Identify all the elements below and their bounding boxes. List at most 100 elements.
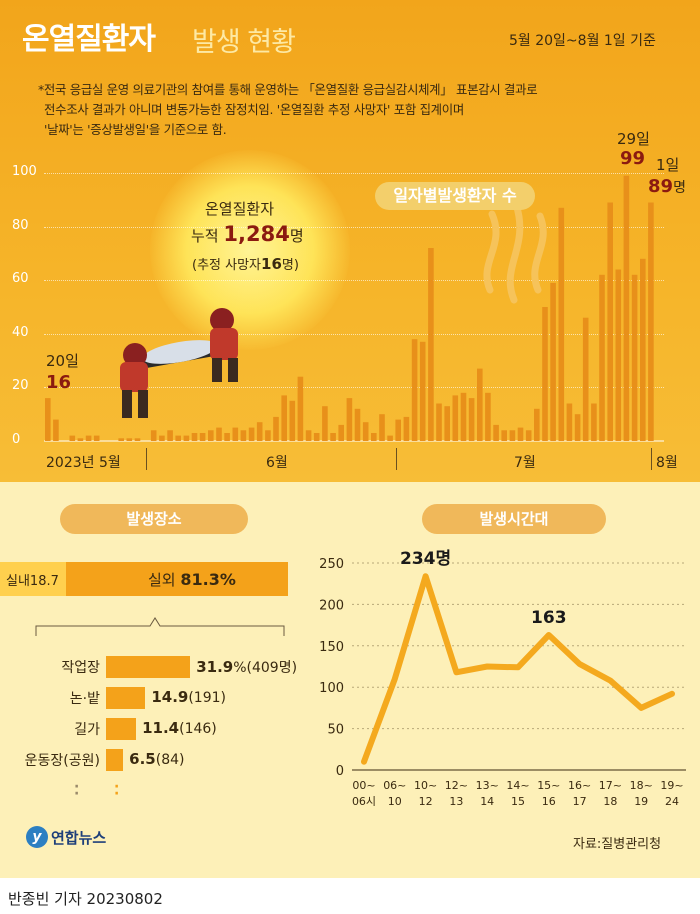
time-x-tick: 13 [449, 795, 463, 808]
month-label-may: 2023년 5월 [46, 455, 121, 471]
daily-bar [346, 398, 353, 441]
month-label-jun: 6월 [266, 455, 288, 471]
time-y-tick: 200 [319, 598, 344, 613]
daily-bar [615, 269, 622, 441]
place-category-label: 작업장 [61, 660, 100, 676]
daily-bar [134, 438, 141, 441]
daily-bar [216, 427, 222, 441]
time-x-tick: 06시 [352, 795, 376, 808]
place-category-value: 11.4(146) [142, 719, 217, 737]
daily-bar [387, 435, 393, 441]
time-x-tick: 16~ [568, 779, 591, 792]
month-tick-jun [146, 448, 147, 470]
time-y-tick: 0 [336, 764, 344, 779]
place-category-bar [106, 687, 146, 709]
place-category-value: 31.9%(409명) [196, 658, 298, 676]
time-x-tick: 13~ [476, 779, 499, 792]
daily-bar [232, 427, 239, 441]
sun-deaths: (추정 사망자16명) [192, 255, 299, 273]
daily-bar [485, 392, 491, 441]
place-section-title: 발생장소 [60, 504, 248, 534]
daily-bar [468, 398, 475, 441]
daily-bar [493, 424, 499, 441]
daily-bar [640, 258, 646, 441]
daily-bar [289, 400, 296, 441]
daily-bar [273, 416, 279, 441]
daily-bar [599, 274, 605, 441]
time-x-tick: 18~ [630, 779, 653, 792]
daily-bar [550, 282, 556, 441]
time-x-tick: 17~ [599, 779, 622, 792]
yonhap-logo: y 연합뉴스 [26, 826, 106, 848]
daily-bar [501, 430, 507, 441]
time-x-tick: 17 [573, 795, 587, 808]
more-dots-right: · · [114, 779, 120, 802]
time-x-tick: 12~ [445, 779, 468, 792]
daily-bar [77, 438, 84, 441]
daily-bar [281, 395, 287, 441]
daily-bar [199, 433, 206, 441]
daily-bar [208, 430, 214, 441]
time-x-tick: 16 [542, 795, 556, 808]
daily-gridline [44, 387, 664, 389]
time-x-tick: 10~ [414, 779, 437, 792]
time-series-line [361, 573, 675, 765]
place-category-bar [106, 749, 124, 771]
daily-bar [631, 274, 638, 441]
indoor-bar [0, 562, 66, 596]
rescue-illustration-icon [120, 308, 238, 418]
callout-first-value: 16 [46, 372, 72, 393]
daily-bar [534, 408, 540, 441]
daily-bar [167, 430, 173, 441]
daily-y-tick: 80 [12, 217, 29, 233]
daily-y-tick: 60 [12, 271, 29, 287]
daily-bar [460, 392, 467, 441]
time-y-tick: 100 [319, 681, 344, 696]
time-y-tick: 250 [319, 557, 344, 572]
time-y-tick: 50 [327, 723, 344, 738]
source-label: 자료:질병관리청 [573, 837, 662, 852]
bottom-panel [0, 482, 700, 878]
sun-label: 온열질환자 [205, 200, 275, 218]
month-tick-aug [651, 448, 652, 470]
note-line-2: 전수조사 결과가 아니며 변동가능한 잠정치임. '온열질환 추정 사망자' 포… [44, 102, 464, 117]
daily-bar [362, 422, 369, 441]
indoor-label: 실내18.7 [6, 574, 59, 589]
place-category-label: 길가 [74, 722, 100, 738]
month-label-jul: 7월 [514, 455, 536, 471]
daily-bar [126, 438, 133, 441]
daily-bar [591, 403, 597, 441]
daily-bar [542, 307, 548, 441]
time-x-tick: 06~ [383, 779, 406, 792]
page-subtitle: 발생 현황 [192, 27, 296, 58]
daily-bar [265, 430, 271, 441]
time-x-tick: 15~ [537, 779, 560, 792]
daily-bar [477, 368, 483, 441]
place-category-value: 6.5(84) [129, 750, 185, 768]
time-x-tick: 24 [665, 795, 679, 808]
daily-bar [607, 202, 613, 441]
daily-bar [371, 433, 377, 441]
callout-last-date: 1일 [656, 156, 680, 174]
bracket-connector [35, 617, 285, 636]
daily-bar [574, 414, 581, 441]
daily-bar [85, 435, 92, 441]
daily-bar [183, 435, 190, 441]
daily-y-tick: 40 [12, 324, 29, 340]
daily-bar [159, 435, 165, 441]
daily-y-tick: 20 [12, 378, 29, 394]
daily-bar [582, 317, 589, 441]
byline: 반종빈 기자 20230802 [8, 890, 163, 908]
outdoor-bar [66, 562, 288, 596]
daily-bar [403, 416, 410, 441]
daily-bar [452, 395, 459, 441]
daily-bar [297, 376, 304, 441]
daily-bar-chart [45, 175, 654, 441]
daily-bar [240, 430, 247, 441]
daily-bar [191, 433, 198, 441]
place-category-bar [106, 656, 191, 678]
daily-bar [428, 248, 434, 441]
daily-bar [175, 435, 181, 441]
time-peak-label: 234명 [400, 549, 451, 569]
